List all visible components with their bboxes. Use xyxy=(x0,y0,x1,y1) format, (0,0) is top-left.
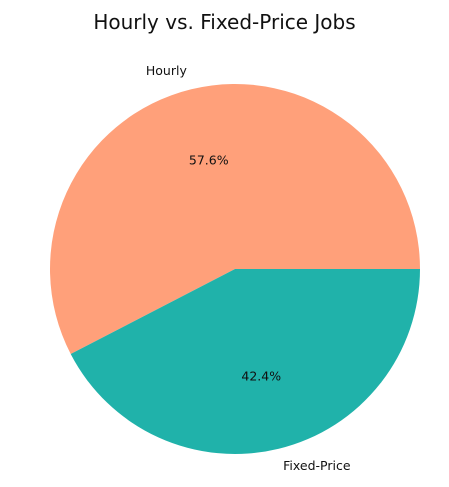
chart-title: Hourly vs. Fixed-Price Jobs xyxy=(93,10,356,34)
pie-labels: Hourly 57.6% Fixed-Price 42.4% xyxy=(146,63,351,473)
slice-label-hourly: Hourly xyxy=(146,63,188,78)
slice-value-label-fixed-price: 42.4% xyxy=(241,368,281,383)
pie-slice-fixed-price xyxy=(70,269,420,454)
pie-slices xyxy=(49,84,420,454)
slice-label-fixed-price: Fixed-Price xyxy=(283,458,351,473)
slice-value-label-hourly: 57.6% xyxy=(189,153,229,168)
pie-slice-hourly xyxy=(49,84,420,355)
